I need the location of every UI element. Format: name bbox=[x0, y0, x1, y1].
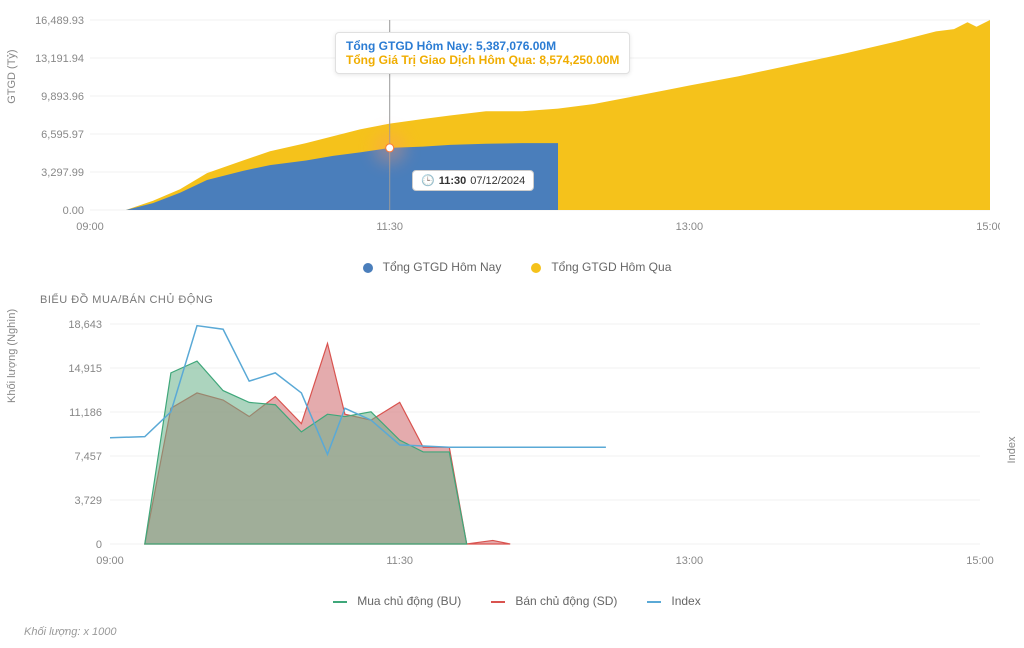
tooltip-today-label: Tổng GTGD Hôm Nay: bbox=[346, 39, 473, 53]
chart1-time-badge: 🕒 11:30 07/12/2024 bbox=[412, 170, 534, 191]
tooltip-today-value: 5,387,076.00M bbox=[476, 39, 556, 53]
chart2-y-axis-label-right: Index bbox=[1006, 437, 1018, 464]
legend-swatch bbox=[363, 263, 373, 273]
svg-text:11:30: 11:30 bbox=[386, 555, 413, 567]
legend-item[interactable]: Index bbox=[637, 594, 700, 608]
svg-text:18,643: 18,643 bbox=[68, 319, 102, 331]
svg-text:15:00: 15:00 bbox=[966, 555, 994, 567]
svg-text:13:00: 13:00 bbox=[676, 555, 704, 567]
time-badge-date: 07/12/2024 bbox=[470, 175, 525, 187]
legend-item[interactable]: Tổng GTGD Hôm Nay bbox=[353, 260, 502, 274]
legend-swatch bbox=[491, 601, 505, 603]
time-badge-time: 11:30 bbox=[439, 175, 467, 187]
chart1-legend: Tổng GTGD Hôm Nay Tổng GTGD Hôm Qua bbox=[20, 260, 1004, 274]
clock-icon: 🕒 bbox=[421, 174, 435, 187]
chart1-tooltip: Tổng GTGD Hôm Nay: 5,387,076.00M Tổng Gi… bbox=[335, 32, 630, 74]
footnote: Khối lượng: x 1000 bbox=[24, 626, 1004, 638]
svg-text:16,489.93: 16,489.93 bbox=[35, 15, 84, 27]
svg-text:3,297.99: 3,297.99 bbox=[41, 167, 84, 179]
svg-text:9,893.96: 9,893.96 bbox=[41, 91, 84, 103]
legend-swatch bbox=[647, 601, 661, 603]
svg-text:6,595.97: 6,595.97 bbox=[41, 129, 84, 141]
legend-swatch bbox=[333, 601, 347, 603]
svg-text:13:00: 13:00 bbox=[676, 221, 704, 233]
gtgd-chart: GTGD (Tỷ) 0.003,297.996,595.979,893.9613… bbox=[20, 10, 1004, 240]
svg-text:09:00: 09:00 bbox=[76, 221, 104, 233]
svg-text:0.00: 0.00 bbox=[63, 205, 84, 217]
svg-text:13,191.94: 13,191.94 bbox=[35, 53, 84, 65]
section2-title: BIỂU ĐỒ MUA/BÁN CHỦ ĐỘNG bbox=[40, 294, 1004, 306]
legend-item[interactable]: Mua chủ động (BU) bbox=[323, 594, 461, 608]
svg-text:15:00: 15:00 bbox=[976, 221, 1000, 233]
svg-text:11,186: 11,186 bbox=[69, 407, 102, 419]
svg-text:09:00: 09:00 bbox=[96, 555, 124, 567]
tooltip-yesterday-label: Tổng Giá Trị Giao Dịch Hôm Qua: bbox=[346, 53, 536, 67]
chart2-legend: Mua chủ động (BU) Bán chủ động (SD) Index bbox=[20, 594, 1004, 608]
chart2-svg[interactable]: 0 3,729 7,457 11,186 14,915 18,643 09:00 11:30 1… bbox=[20, 314, 1000, 574]
chart2-y-axis-label-left: Khối lượng (Nghìn) bbox=[6, 309, 18, 403]
svg-text:14,915: 14,915 bbox=[68, 363, 102, 375]
legend-item[interactable]: Tổng GTGD Hôm Qua bbox=[521, 260, 671, 274]
svg-text:11:30: 11:30 bbox=[376, 221, 403, 233]
svg-text:7,457: 7,457 bbox=[74, 451, 102, 463]
buy-sell-chart: Khối lượng (Nghìn) Index 03,7297,45711,1… bbox=[20, 314, 1004, 574]
svg-text:3,729: 3,729 bbox=[74, 495, 102, 507]
chart1-y-axis-label: GTGD (Tỷ) bbox=[6, 49, 18, 103]
legend-item[interactable]: Bán chủ động (SD) bbox=[481, 594, 617, 608]
legend-swatch bbox=[531, 263, 541, 273]
svg-text:0: 0 bbox=[96, 539, 102, 551]
tooltip-yesterday-value: 8,574,250.00M bbox=[539, 53, 619, 67]
